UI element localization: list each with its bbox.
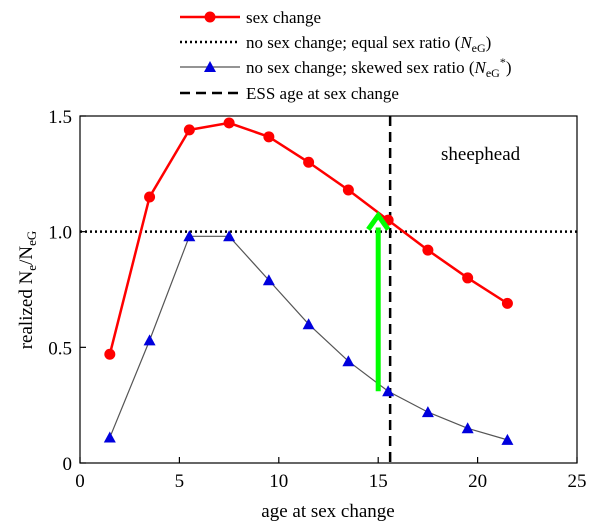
legend-label-sex-change: sex change [246,8,321,27]
legend-label-ess: ESS age at sex change [246,84,399,103]
plot-frame [79,115,578,464]
legend-label-equal-ratio: no sex change; equal sex ratio (NeG) [246,33,491,55]
skewed-ratio-point [262,274,275,286]
sex-change-point [223,117,235,129]
legend-marker-sex-change [204,11,216,23]
sex-change-point [501,297,513,309]
y-tick-label: 0 [63,454,73,475]
y-tick-label: 0.5 [48,338,72,359]
x-tick-label: 0 [75,471,85,492]
y-tick-label: 1.0 [48,223,72,244]
x-tick-label: 5 [175,471,185,492]
skewed-ratio-point [223,230,236,242]
skewed-ratio-point [342,355,355,367]
skewed-ratio-point [302,318,315,330]
legend: sex change no sex change; equal sex rati… [180,8,512,103]
legend-entry-ess: ESS age at sex change [180,84,399,103]
series-line-1 [109,235,508,441]
x-tick-label: 20 [468,471,487,492]
x-axis-label: age at sex change [261,501,394,522]
skewed-ratio-point [501,433,514,445]
legend-marker-skewed-ratio [204,61,216,72]
green-arrow-head [366,211,391,231]
legend-entry-sex-change: sex change [180,8,321,27]
y-axis-label: realized Ne/NeG [16,231,39,350]
sex-change-point [342,184,354,196]
x-tick-label: 15 [369,471,388,492]
sex-change-point [303,156,315,168]
sex-change-point [183,124,195,136]
skewed-ratio-point [143,334,156,346]
sex-change-point [104,348,116,360]
sex-change-point [144,191,156,203]
skewed-ratio-point [382,385,395,397]
skewed-ratio-point [421,406,434,418]
plot-area: 0 5 10 15 20 25 0 0.5 1.0 1.5 sheephead [48,107,586,492]
sex-change-point [422,244,434,256]
sex-change-point [263,131,275,143]
legend-entry-equal-ratio: no sex change; equal sex ratio (NeG) [180,33,491,55]
x-tick-label: 25 [568,471,587,492]
legend-entry-skewed-ratio: no sex change; skewed sex ratio (NeG*) [180,55,512,80]
annotation-sheephead: sheephead [441,144,521,165]
sex-change-point [462,272,474,284]
skewed-ratio-point [103,431,116,443]
legend-label-skewed-ratio: no sex change; skewed sex ratio (NeG*) [246,55,512,80]
skewed-ratio-point [461,422,474,434]
x-tick-label: 10 [269,471,288,492]
skewed-ratio-point [183,230,196,242]
y-tick-label: 1.5 [48,107,72,128]
